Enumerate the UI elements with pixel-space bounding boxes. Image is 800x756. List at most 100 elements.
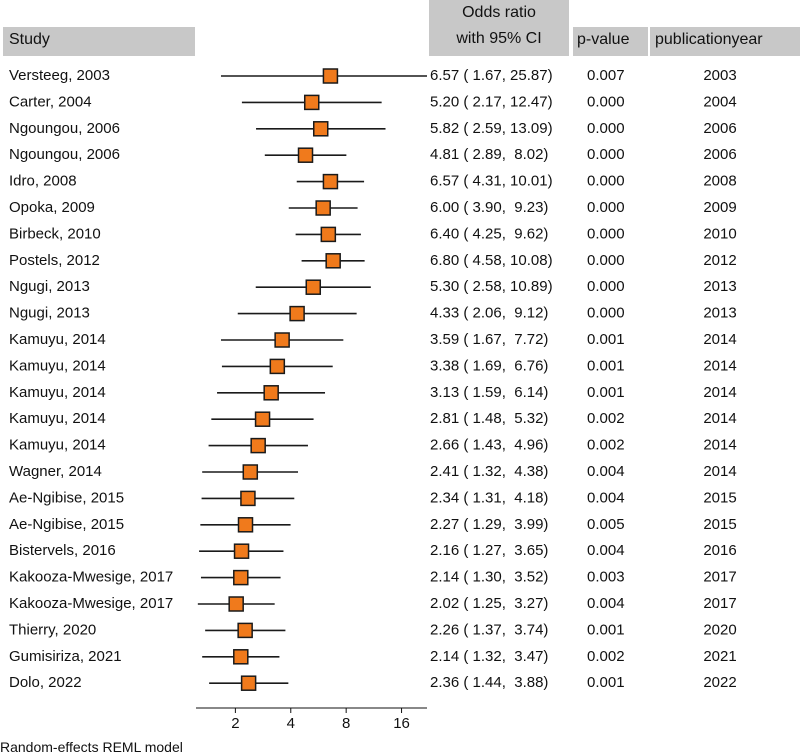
x-tick-label: 16	[393, 715, 410, 732]
odds-ratio-ci-value: 2.66 ( 1.43, 4.96)	[430, 437, 548, 454]
odds-ratio-ci-value: 2.81 ( 1.48, 5.32)	[430, 410, 548, 427]
odds-ratio-ci-value: 4.33 ( 2.06, 9.12)	[430, 305, 548, 322]
point-estimate-box	[305, 279, 322, 295]
study-label: Ae-Ngibise, 2015	[9, 516, 124, 533]
header-odds-ratio-label: Odds ratio	[462, 4, 536, 21]
point-estimate-box	[233, 649, 249, 665]
x-tick-label: 2	[231, 715, 239, 732]
p-value: 0.001	[587, 621, 625, 638]
p-value: 0.000	[587, 199, 625, 216]
study-label: Kamuyu, 2014	[9, 384, 106, 401]
publication-year: 2010	[703, 225, 736, 242]
point-estimate-box	[274, 332, 290, 348]
study-label: Thierry, 2020	[9, 621, 96, 638]
p-value: 0.000	[587, 120, 625, 137]
study-label: Ae-Ngibise, 2015	[9, 489, 124, 506]
model-footnote: Random-effects REML model	[0, 739, 183, 755]
point-estimate-box	[240, 490, 256, 507]
odds-ratio-ci-value: 6.57 ( 1.67, 25.87)	[430, 67, 553, 84]
point-estimate-box	[228, 596, 244, 612]
study-label: Kakooza-Mwesige, 2017	[9, 595, 173, 612]
odds-ratio-ci-value: 4.81 ( 2.89, 8.02)	[430, 146, 548, 163]
point-estimate-box	[254, 411, 271, 427]
publication-year: 2014	[703, 384, 736, 401]
p-value: 0.000	[587, 278, 625, 295]
p-value: 0.004	[587, 463, 625, 480]
study-label: Birbeck, 2010	[9, 225, 101, 242]
p-value: 0.007	[587, 67, 625, 84]
odds-ratio-ci-value: 3.13 ( 1.59, 6.14)	[430, 384, 548, 401]
odds-ratio-ci-value: 2.14 ( 1.32, 3.47)	[430, 648, 548, 665]
odds-ratio-ci-value: 2.16 ( 1.27, 3.65)	[430, 542, 548, 559]
point-estimate-box	[242, 464, 259, 480]
point-estimate-box	[289, 305, 305, 322]
publication-year: 2003	[703, 67, 736, 84]
header-ci-label: with 95% CI	[456, 30, 542, 47]
p-value: 0.004	[587, 489, 625, 506]
point-estimate-box	[250, 437, 266, 454]
study-label: Kamuyu, 2014	[9, 410, 106, 427]
point-estimate-box	[269, 358, 286, 375]
p-value: 0.005	[587, 516, 625, 533]
publication-year: 2020	[703, 621, 736, 638]
p-value: 0.001	[587, 357, 625, 374]
odds-ratio-ci-value: 6.80 ( 4.58, 10.08)	[430, 252, 553, 269]
odds-ratio-ci-value: 2.14 ( 1.30, 3.52)	[430, 569, 548, 586]
point-estimate-box	[312, 121, 329, 137]
publication-year: 2006	[703, 120, 736, 137]
study-label: Wagner, 2014	[9, 463, 102, 480]
point-estimate-box	[303, 94, 320, 111]
header-study-label: Study	[9, 31, 50, 48]
publication-year: 2009	[703, 199, 736, 216]
header-study-cell: Study	[3, 27, 195, 56]
p-value: 0.002	[587, 648, 625, 665]
odds-ratio-ci-value: 6.40 ( 4.25, 9.62)	[430, 225, 548, 242]
header-year-label: publicationyear	[655, 31, 763, 48]
odds-ratio-ci-value: 5.30 ( 2.58, 10.89)	[430, 278, 553, 295]
odds-ratio-ci-value: 5.82 ( 2.59, 13.09)	[430, 120, 553, 137]
p-value: 0.002	[587, 437, 625, 454]
publication-year: 2014	[703, 331, 736, 348]
x-tick-label: 8	[342, 715, 350, 732]
study-label: Dolo, 2022	[9, 674, 82, 691]
odds-ratio-ci-value: 2.27 ( 1.29, 3.99)	[430, 516, 548, 533]
odds-ratio-ci-value: 2.26 ( 1.37, 3.74)	[430, 621, 548, 638]
study-label: Gumisiriza, 2021	[9, 648, 122, 665]
header-year-cell: publicationyear	[650, 27, 800, 56]
study-label: Kamuyu, 2014	[9, 437, 106, 454]
publication-year: 2014	[703, 437, 736, 454]
point-estimate-box	[325, 253, 341, 269]
study-label: Kamuyu, 2014	[9, 331, 106, 348]
x-tick-label: 4	[287, 715, 295, 732]
odds-ratio-ci-value: 6.00 ( 3.90, 9.23)	[430, 199, 548, 216]
study-label: Ngugi, 2013	[9, 278, 90, 295]
odds-ratio-ci-value: 2.41 ( 1.32, 4.38)	[430, 463, 548, 480]
p-value: 0.004	[587, 595, 625, 612]
point-estimate-box	[297, 147, 314, 163]
point-estimate-box	[240, 675, 257, 691]
publication-year: 2017	[703, 595, 736, 612]
odds-ratio-ci-value: 3.38 ( 1.69, 6.76)	[430, 357, 548, 374]
point-estimate-box	[233, 569, 249, 586]
p-value: 0.000	[587, 93, 625, 110]
odds-ratio-ci-value: 2.36 ( 1.44, 3.88)	[430, 674, 548, 691]
point-estimate-box	[320, 226, 337, 243]
study-label: Bistervels, 2016	[9, 542, 116, 559]
study-label: Postels, 2012	[9, 252, 100, 269]
p-value: 0.002	[587, 410, 625, 427]
header-p-value-cell: p-value	[573, 27, 648, 56]
point-estimate-box	[322, 68, 339, 84]
study-label: Versteeg, 2003	[9, 67, 110, 84]
point-estimate-box	[322, 173, 339, 190]
p-value: 0.003	[587, 569, 625, 586]
publication-year: 2004	[703, 93, 736, 110]
p-value: 0.001	[587, 674, 625, 691]
study-label: Ngoungou, 2006	[9, 120, 120, 137]
publication-year: 2014	[703, 410, 736, 427]
study-label: Opoka, 2009	[9, 199, 95, 216]
study-label: Ngoungou, 2006	[9, 146, 120, 163]
point-estimate-box	[233, 543, 250, 559]
publication-year: 2017	[703, 569, 736, 586]
publication-year: 2013	[703, 278, 736, 295]
